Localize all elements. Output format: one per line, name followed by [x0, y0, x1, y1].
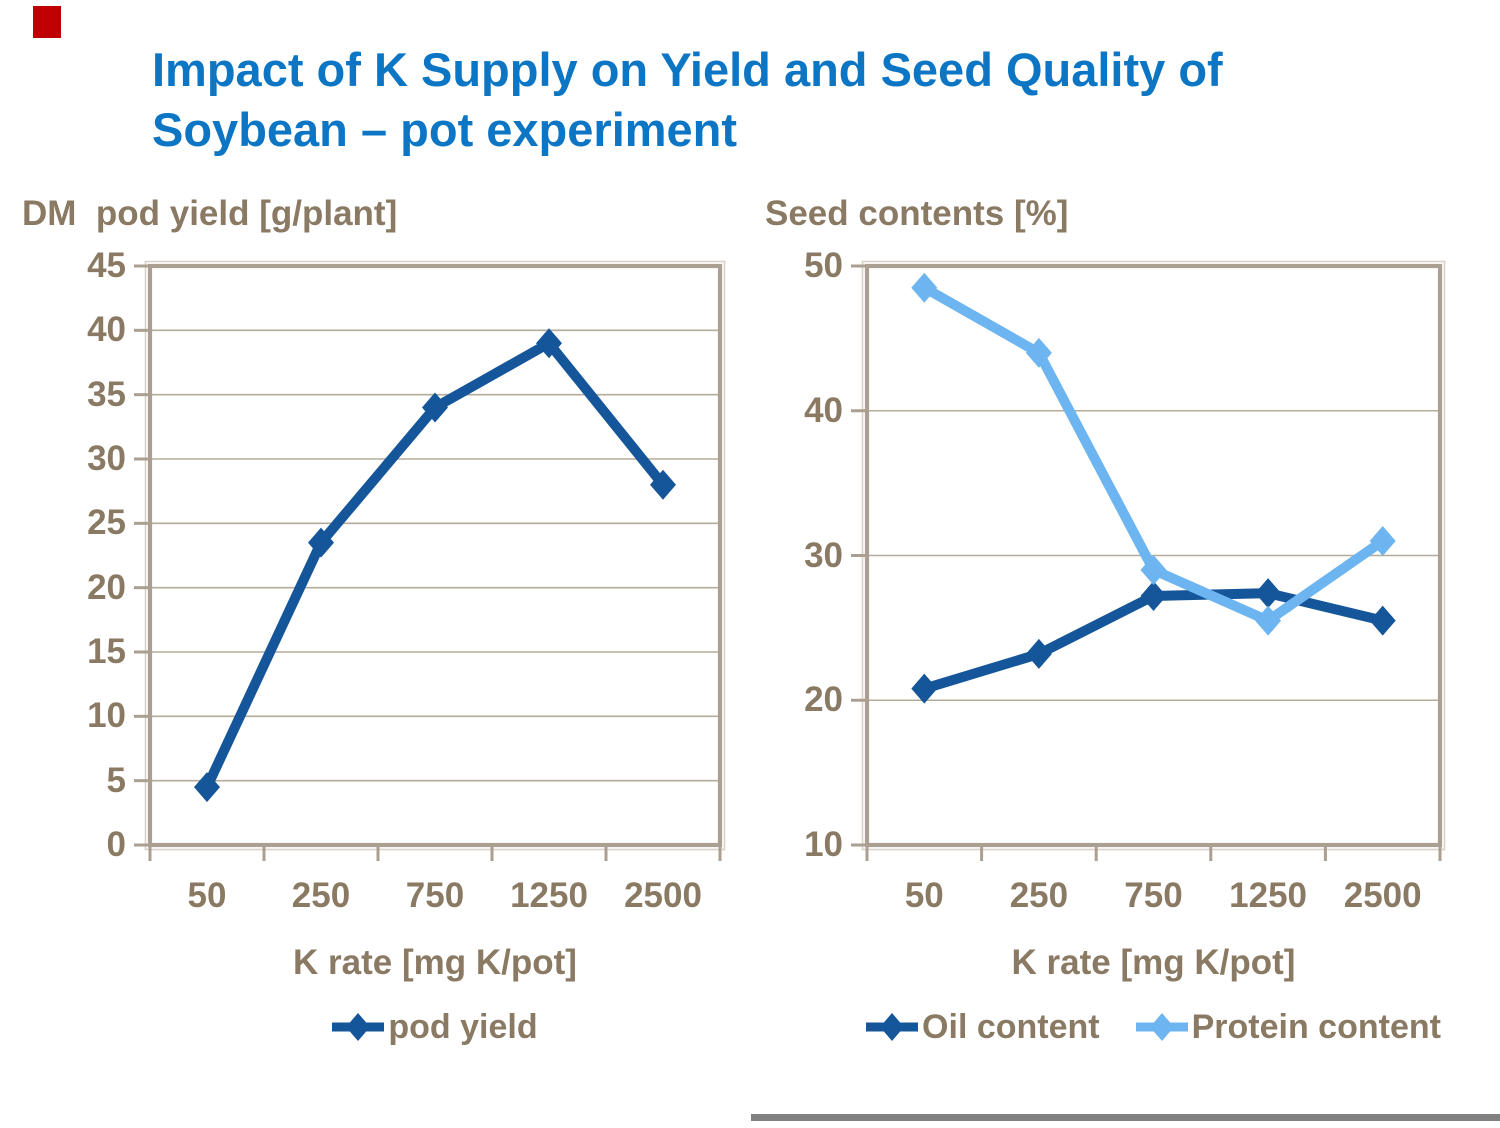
- page-title-line2: Soybean – pot experiment: [152, 103, 738, 156]
- data-point-marker: [1025, 638, 1052, 669]
- chart-0-x-axis-title: K rate [mg K/pot]: [293, 943, 577, 982]
- legend-marker-icon: [332, 1013, 385, 1041]
- chart-1-x-axis-title: K rate [mg K/pot]: [1011, 943, 1296, 982]
- chart-1-y-tick-label: 20: [804, 680, 843, 720]
- data-point-marker: [1255, 605, 1282, 636]
- data-point-marker: [1255, 578, 1282, 609]
- data-point-marker: [194, 772, 220, 803]
- chart-0-legend: pod yield: [110, 1004, 760, 1050]
- legend-label: Oil content: [922, 1008, 1100, 1046]
- chart-1-y-tick-label: 50: [804, 246, 843, 285]
- chart-0-y-tick-label: 20: [87, 567, 126, 607]
- data-point-marker: [1140, 581, 1167, 612]
- data-point-marker: [422, 392, 448, 423]
- footer-rule: [751, 1114, 1500, 1121]
- chart-0-x-tick-label: 1250: [510, 876, 588, 915]
- chart-0-y-tick-label: 10: [87, 696, 126, 736]
- chart-1-plot: [851, 260, 1446, 861]
- legend-entry-oil-content: Oil content: [866, 1004, 1100, 1050]
- legend-marker-icon: [1135, 1013, 1188, 1041]
- chart-0-x-tick-label: 50: [187, 876, 227, 915]
- data-point-marker: [1369, 605, 1396, 636]
- chart-0-y-tick-label: 25: [87, 503, 126, 543]
- data-point-marker: [1140, 554, 1167, 585]
- chart-0-y-tick-label: 45: [87, 246, 126, 285]
- data-point-marker: [1369, 526, 1396, 557]
- chart-0-y-tick-label: 30: [87, 439, 126, 478]
- chart-1-y-tick-label: 40: [804, 390, 843, 430]
- chart-0-y-tick-label: 35: [87, 374, 126, 414]
- chart-0-y-tick-label: 15: [87, 632, 126, 671]
- page-title-line1: Impact of K Supply on Yield and Seed Qua…: [152, 43, 1223, 96]
- data-point-marker: [536, 328, 562, 359]
- chart-1-legend: Oil content Protein content: [827, 1004, 1480, 1050]
- data-point-marker: [911, 272, 938, 303]
- data-point-marker: [911, 673, 938, 704]
- chart-1-title: Seed contents [%]: [765, 194, 1069, 233]
- chart-1-y-tick-label: 30: [804, 535, 843, 575]
- legend-label: Protein content: [1191, 1008, 1441, 1046]
- chart-1-x-tick-label: 2500: [1343, 876, 1422, 915]
- chart-0-x-tick-label: 250: [291, 876, 351, 915]
- legend-marker-icon: [866, 1013, 919, 1041]
- chart-1-x-tick-label: 1250: [1229, 876, 1308, 915]
- data-point-marker: [650, 469, 676, 500]
- chart-0-plot: [134, 260, 726, 861]
- data-point-marker: [308, 527, 334, 558]
- accent-block: [33, 6, 61, 38]
- plot-frame-highlight: [144, 260, 726, 851]
- chart-1-x-tick-label: 750: [1124, 876, 1183, 915]
- chart-0-x-tick-label: 2500: [624, 876, 702, 915]
- chart-0-y-tick-label: 0: [106, 825, 126, 864]
- legend-entry-pod-yield: pod yield: [332, 1004, 538, 1050]
- legend-label: pod yield: [388, 1008, 538, 1046]
- chart-0-x-tick-label: 750: [405, 876, 465, 915]
- legend-entry-protein-content: Protein content: [1135, 1004, 1441, 1050]
- page-title: Impact of K Supply on Yield and Seed Qua…: [152, 40, 1452, 160]
- chart-0-title: DM pod yield [g/plant]: [22, 194, 398, 233]
- chart-0-y-tick-label: 40: [87, 310, 126, 350]
- chart-1-x-tick-label: 50: [904, 876, 944, 915]
- chart-0-y-tick-label: 5: [106, 760, 126, 800]
- data-point-marker: [1025, 337, 1052, 368]
- chart-1-y-tick-label: 10: [804, 825, 843, 864]
- chart-1-x-tick-label: 250: [1009, 876, 1069, 915]
- plot-frame: [147, 263, 723, 848]
